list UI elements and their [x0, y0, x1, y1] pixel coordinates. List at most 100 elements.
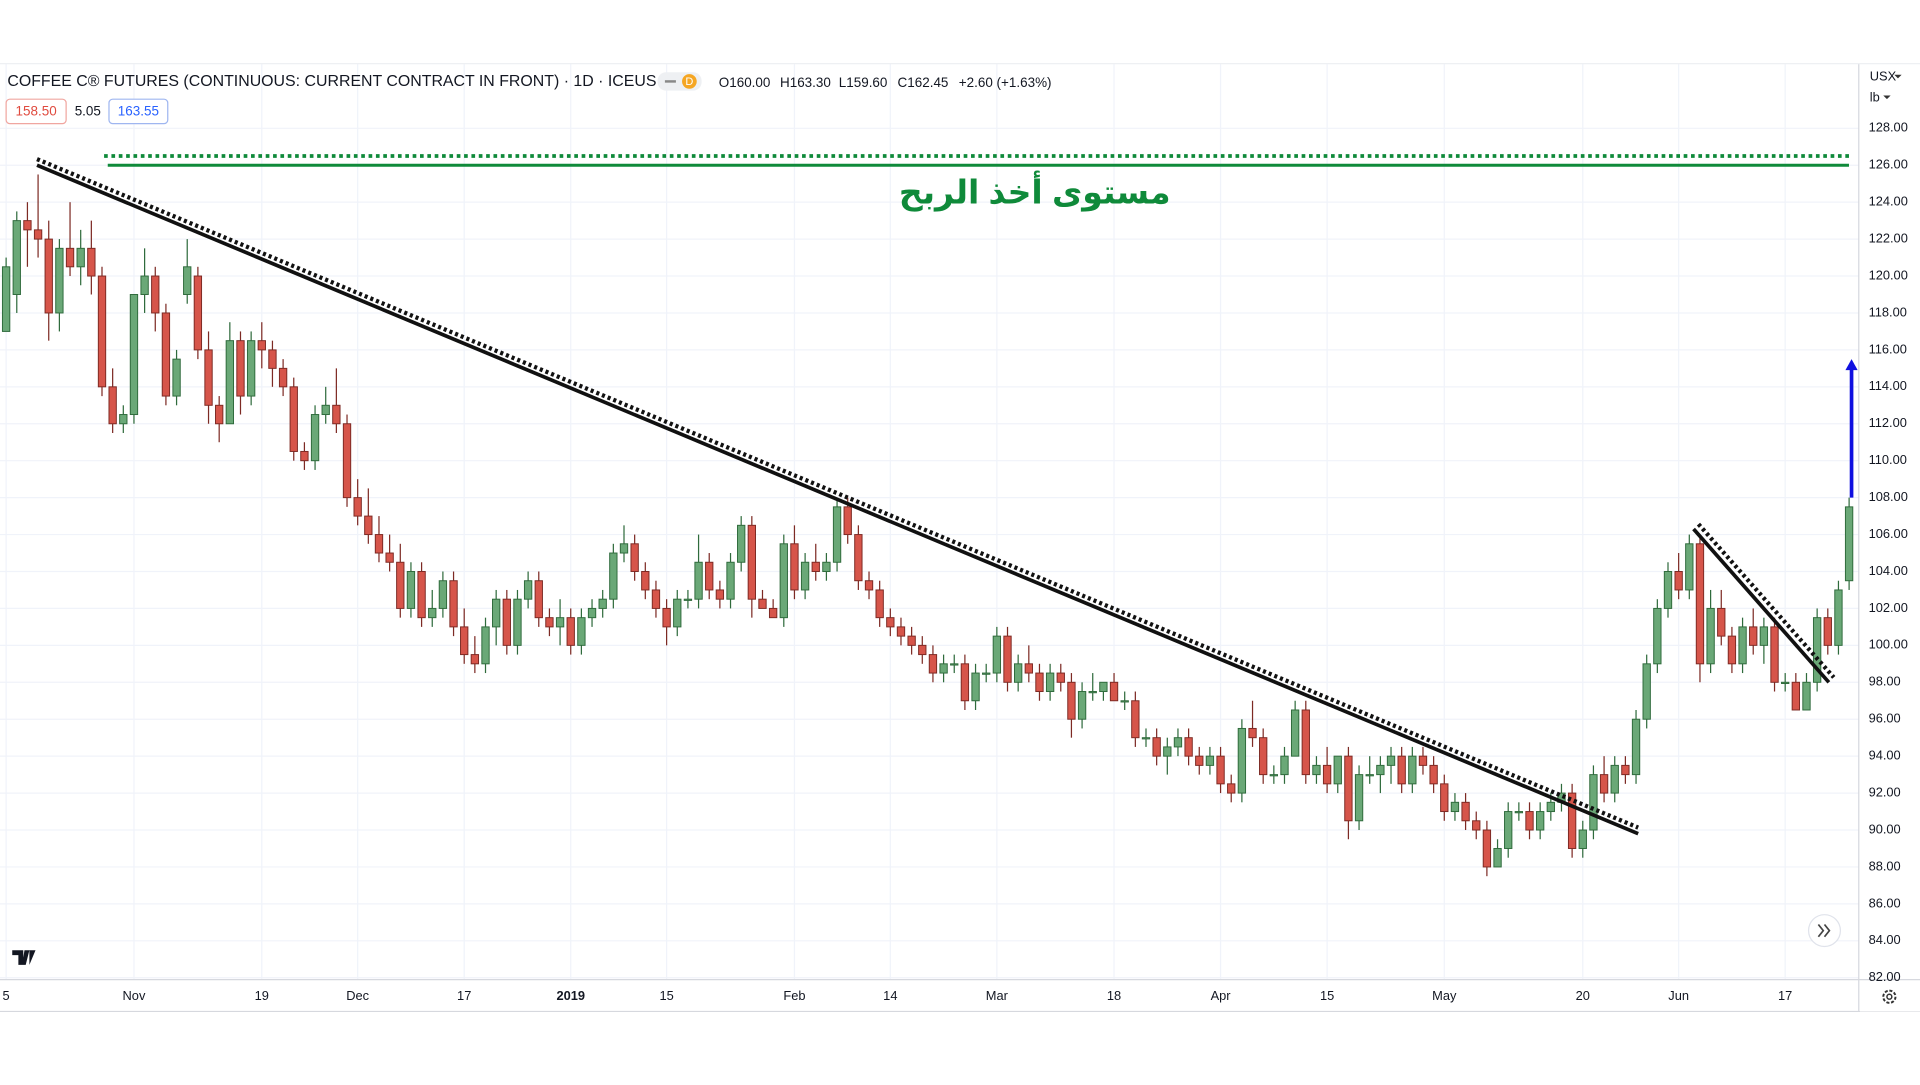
- x-tick-label: 15: [1320, 988, 1334, 1003]
- candle-body: [1621, 764, 1630, 776]
- y-tick-label: 90.00: [1869, 821, 1901, 836]
- candle-body: [1631, 718, 1641, 776]
- badge-text: D: [685, 76, 693, 88]
- candle-body: [1290, 709, 1300, 757]
- candle-body: [662, 607, 671, 628]
- candle-body: [1759, 626, 1769, 646]
- ask-box[interactable]: [108, 98, 169, 125]
- settings-button[interactable]: [1882, 989, 1897, 1004]
- unit[interactable]: lb: [1870, 89, 1880, 104]
- scroll-circle: [1807, 914, 1842, 948]
- candle-body: [374, 534, 384, 554]
- candle-body: [119, 414, 128, 425]
- trendline: [1692, 527, 1831, 684]
- candle-body: [1408, 755, 1417, 785]
- candle-body: [566, 617, 575, 646]
- candle-body: [12, 220, 21, 295]
- candle-body: [1802, 681, 1811, 711]
- scroll-button[interactable]: [1807, 914, 1842, 948]
- x-axis: 5 Nov 19 Dec 17 2019 15 Feb 14 Mar 18 Apr 15 May 20 Jun…: [3, 988, 1793, 1003]
- y-tick-label: 118.00: [1869, 304, 1907, 319]
- symbol-title: COFFEE C® FUTURES (CONTINUOUS: CURRENT C…: [7, 73, 656, 90]
- candle-body: [396, 561, 405, 609]
- candle-body: [406, 571, 416, 609]
- candle-body: [790, 543, 799, 591]
- candle-body: [1269, 774, 1279, 777]
- candle-body: [1418, 755, 1428, 766]
- chart-bg: [0, 63, 1920, 1012]
- currency-caret: [1894, 74, 1902, 79]
- candle-body: [896, 626, 906, 637]
- candle-body: [470, 654, 480, 665]
- candle-body: [193, 275, 203, 351]
- candle-body: [172, 358, 181, 397]
- candle-body: [481, 626, 490, 665]
- candle-body: [1844, 506, 1854, 582]
- candle-body: [694, 561, 703, 600]
- spread: 5.05: [75, 104, 101, 119]
- candle-body: [747, 524, 756, 600]
- y-tick-label: 110.00: [1869, 452, 1907, 467]
- candle-body: [1770, 626, 1779, 683]
- candle-body: [1163, 746, 1172, 757]
- candle-body: [225, 340, 234, 425]
- candle-body: [1823, 617, 1832, 646]
- candle-body: [609, 552, 618, 600]
- candle-body: [204, 349, 213, 406]
- candle-body: [1067, 681, 1076, 720]
- y-tick-label: 82.00: [1869, 969, 1901, 984]
- candle-body: [1259, 737, 1268, 776]
- candle-body: [1173, 737, 1183, 748]
- candle-body: [651, 589, 661, 609]
- candle-body: [108, 386, 117, 425]
- candle-body: [1099, 681, 1108, 693]
- candle-body: [1493, 847, 1502, 868]
- candle-body: [1525, 811, 1534, 831]
- candle-body: [907, 635, 916, 646]
- bid-box[interactable]: [5, 98, 67, 125]
- candle-body: [875, 589, 884, 619]
- y-tick-label: 114.00: [1869, 378, 1907, 393]
- candle-body: [1227, 783, 1236, 794]
- candle-body: [1, 266, 11, 332]
- y-tick-label: 104.00: [1869, 563, 1908, 578]
- candle-body: [992, 635, 1002, 674]
- x-tick-label: 17: [457, 988, 471, 1003]
- candle-body: [683, 598, 693, 601]
- candle-body: [864, 580, 874, 591]
- candle-body: [1567, 792, 1577, 849]
- candle-body: [438, 580, 448, 609]
- candle-body: [353, 497, 362, 517]
- annotations: [104, 154, 1849, 167]
- candle-body: [928, 654, 938, 674]
- candle-body: [151, 275, 160, 314]
- candle-body: [1077, 691, 1087, 720]
- candle-body: [1109, 681, 1119, 702]
- y-tick-label: 94.00: [1869, 748, 1901, 763]
- logo[interactable]: [8, 944, 41, 972]
- currency[interactable]: USX: [1870, 69, 1897, 84]
- candle-body: [1812, 617, 1822, 683]
- candle-body: [1727, 635, 1737, 665]
- x-tick-label: Jun: [1668, 988, 1689, 1003]
- candle-body: [1642, 663, 1651, 720]
- candle-body: [65, 247, 75, 268]
- candle-body: [939, 663, 948, 674]
- candle-body: [1610, 764, 1619, 794]
- candle-body: [1195, 755, 1204, 766]
- candle-body: [737, 524, 746, 563]
- candle-body: [1131, 700, 1140, 739]
- candle-body: [779, 543, 788, 619]
- ohlc-high: H163.30: [780, 75, 831, 90]
- candle-body: [1386, 755, 1396, 766]
- candle-body: [523, 580, 533, 600]
- candle-body: [1589, 774, 1598, 831]
- candle-body: [886, 617, 895, 628]
- candle-body: [1791, 681, 1800, 711]
- y-tick-label: 98.00: [1869, 674, 1901, 689]
- corner: [1860, 980, 1920, 1012]
- candle-body: [76, 247, 85, 268]
- y-tick-label: 122.00: [1869, 230, 1908, 245]
- candle-body: [1695, 543, 1705, 665]
